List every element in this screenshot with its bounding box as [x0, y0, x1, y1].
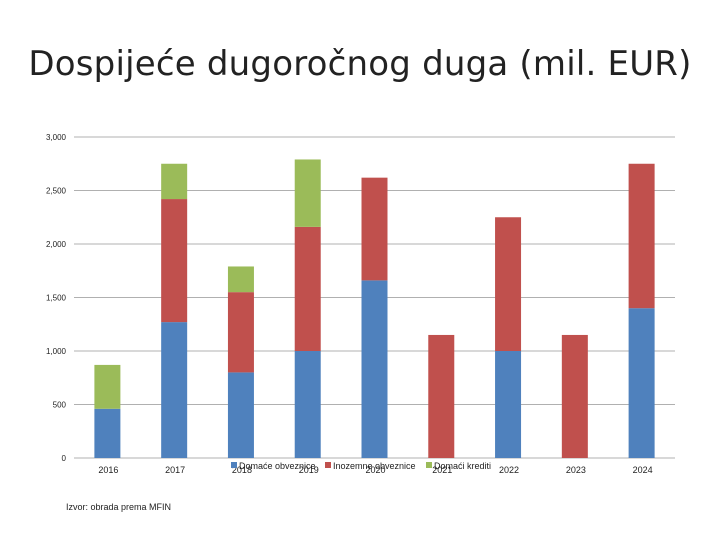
- y-tick-label: 1,500: [46, 294, 67, 303]
- bar-segment: [161, 199, 188, 323]
- legend-swatch: [426, 462, 432, 468]
- x-tick-label: 2019: [299, 465, 319, 475]
- x-tick-label: 2020: [365, 465, 385, 475]
- x-tick-label: 2022: [499, 465, 519, 475]
- x-axis-tick-labels: 2016 2017 2018 2019 2020 2021 2022 2023 2024: [98, 465, 652, 475]
- bars: [94, 159, 655, 458]
- x-tick-label: 2021: [432, 465, 452, 475]
- y-tick-label: 1,000: [46, 347, 67, 356]
- bar-segment: [428, 334, 455, 458]
- bar-segment: [361, 177, 388, 281]
- legend-label: Inozemne obveznice: [333, 461, 416, 471]
- legend-swatch: [325, 462, 331, 468]
- y-tick-label: 3,000: [46, 133, 67, 142]
- bar-segment: [495, 217, 522, 351]
- legend-label: Domaće obveznice: [239, 461, 316, 471]
- bar-segment: [227, 372, 254, 458]
- y-tick-label: 2,000: [46, 240, 67, 249]
- bar-segment: [94, 408, 121, 458]
- bar-segment: [294, 351, 321, 458]
- x-tick-label: 2018: [232, 465, 252, 475]
- legend-swatch: [231, 462, 237, 468]
- bar-segment: [628, 308, 655, 458]
- bar-segment: [227, 292, 254, 373]
- bar-segment: [94, 364, 121, 409]
- bar-segment: [361, 280, 388, 458]
- y-tick-label: 2,500: [46, 187, 67, 196]
- bar-segment: [294, 159, 321, 227]
- x-tick-label: 2017: [165, 465, 185, 475]
- x-tick-label: 2023: [566, 465, 586, 475]
- source-note: Izvor: obrada prema MFIN: [66, 502, 172, 512]
- legend-label: Domaći krediti: [434, 461, 491, 471]
- bar-segment: [161, 163, 188, 200]
- y-tick-label: 500: [53, 401, 67, 410]
- bar-segment: [161, 322, 188, 458]
- x-tick-label: 2024: [633, 465, 653, 475]
- chart-title: Dospijeće dugoročnog duga (mil. EUR): [28, 44, 692, 84]
- bar-segment: [561, 334, 588, 458]
- bar-segment: [628, 163, 655, 309]
- bar-segment: [294, 226, 321, 351]
- legend: Domaće obveznice Inozemne obveznice Domaći…: [231, 461, 491, 471]
- y-tick-label: 0: [62, 454, 67, 463]
- x-tick-label: 2016: [98, 465, 118, 475]
- bar-segment: [495, 351, 522, 458]
- bar-segment: [227, 266, 254, 293]
- y-axis-tick-labels: 0 500 1,000 1,500 2,000 2,500 3,000: [46, 133, 67, 463]
